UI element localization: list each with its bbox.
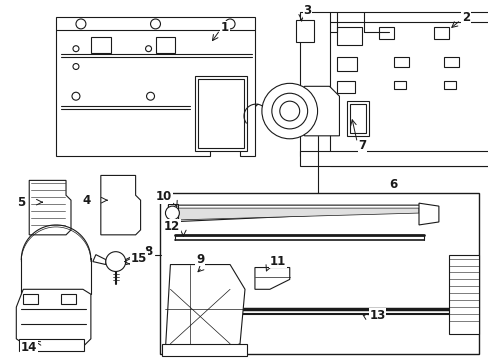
Circle shape xyxy=(150,19,160,29)
Bar xyxy=(299,151,488,166)
Bar xyxy=(337,81,355,93)
Circle shape xyxy=(76,19,86,29)
Bar xyxy=(350,104,366,133)
Polygon shape xyxy=(93,255,105,265)
Bar xyxy=(160,193,478,354)
Text: 5: 5 xyxy=(17,196,25,209)
Bar xyxy=(155,37,175,53)
Circle shape xyxy=(73,63,79,69)
Text: 4: 4 xyxy=(83,194,91,207)
Bar xyxy=(448,255,478,334)
Text: 11: 11 xyxy=(269,255,285,267)
Text: 14: 14 xyxy=(21,341,37,354)
Text: 7: 7 xyxy=(358,139,366,152)
Polygon shape xyxy=(165,265,244,354)
Bar xyxy=(162,344,246,356)
Bar xyxy=(337,27,362,45)
Bar xyxy=(91,37,111,53)
Polygon shape xyxy=(175,208,418,220)
Circle shape xyxy=(271,93,307,129)
Polygon shape xyxy=(168,204,178,223)
Bar xyxy=(61,294,76,304)
Text: 6: 6 xyxy=(388,178,397,191)
Text: 3: 3 xyxy=(303,4,311,17)
Bar xyxy=(393,57,408,67)
Polygon shape xyxy=(294,86,339,136)
Polygon shape xyxy=(56,17,254,156)
Polygon shape xyxy=(254,267,289,289)
Circle shape xyxy=(73,46,79,51)
Bar xyxy=(195,76,246,151)
Circle shape xyxy=(105,252,125,271)
Text: 10: 10 xyxy=(156,190,172,203)
Circle shape xyxy=(224,19,235,29)
Polygon shape xyxy=(16,289,91,349)
Circle shape xyxy=(72,92,80,100)
Circle shape xyxy=(165,206,179,220)
Polygon shape xyxy=(418,203,438,225)
Polygon shape xyxy=(101,175,141,235)
Bar xyxy=(19,339,84,351)
Bar xyxy=(379,27,393,39)
Text: 15: 15 xyxy=(130,252,147,265)
Bar xyxy=(433,27,448,39)
Bar xyxy=(23,294,38,304)
Polygon shape xyxy=(29,180,71,235)
Bar xyxy=(337,57,357,72)
Bar xyxy=(443,81,455,89)
Text: 8: 8 xyxy=(144,245,152,258)
Bar xyxy=(443,57,458,67)
Polygon shape xyxy=(125,255,138,265)
Text: 13: 13 xyxy=(368,309,385,322)
Circle shape xyxy=(145,46,151,51)
Bar xyxy=(346,101,368,136)
Polygon shape xyxy=(168,205,428,222)
Polygon shape xyxy=(299,12,488,166)
Circle shape xyxy=(279,101,299,121)
Text: 9: 9 xyxy=(196,253,204,266)
Text: 12: 12 xyxy=(164,220,180,233)
Circle shape xyxy=(146,92,154,100)
Circle shape xyxy=(262,84,317,139)
Text: 1: 1 xyxy=(221,21,229,35)
Bar xyxy=(393,81,405,89)
Text: 2: 2 xyxy=(461,12,469,24)
Bar xyxy=(198,80,244,148)
Bar xyxy=(295,20,313,42)
